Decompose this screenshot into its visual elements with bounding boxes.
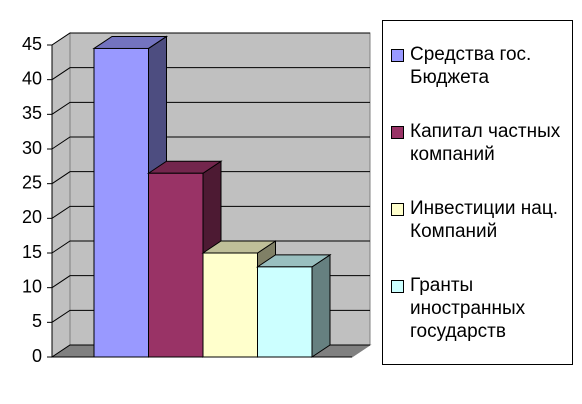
legend-entry: Инвестиции нац. Компаний <box>391 197 568 243</box>
y-tick-label: 5 <box>32 311 42 331</box>
side-wall <box>51 32 71 358</box>
y-tick-label: 35 <box>22 103 42 123</box>
bar-front <box>202 252 258 358</box>
legend-swatch <box>391 202 404 216</box>
grid-line <box>51 205 370 219</box>
legend-swatch <box>391 48 404 62</box>
y-tick-label: 20 <box>22 207 42 227</box>
legend-swatch <box>391 125 404 139</box>
grid-line <box>51 67 370 81</box>
legend-label: Средства гос. Бюджета <box>410 43 532 88</box>
grid-line <box>51 32 370 46</box>
legend-label: Капитал частных компаний <box>410 120 561 165</box>
y-tick-label: 45 <box>22 34 42 54</box>
bar <box>255 253 332 358</box>
y-tick-label: 25 <box>22 172 42 192</box>
grid-line <box>51 101 370 115</box>
legend: Средства гос. Бюджета Капитал частных ком… <box>382 20 573 365</box>
grid-line <box>51 171 370 185</box>
y-tick-label: 10 <box>22 276 42 296</box>
y-tick-label: 40 <box>22 68 42 88</box>
y-tick-label: 0 <box>32 346 42 366</box>
legend-entry: Средства гос. Бюджета <box>391 43 568 89</box>
bar-front <box>93 47 149 358</box>
plot-area: 0 5 10 15 20 25 30 35 40 45 <box>22 32 372 366</box>
legend-entry: Капитал частных компаний <box>391 120 568 166</box>
legend-swatch <box>391 279 404 293</box>
legend-entry: Гранты иностранных государств <box>391 274 568 343</box>
y-tick-label: 30 <box>22 138 42 158</box>
bar-front <box>148 172 204 358</box>
grid-line <box>51 136 370 150</box>
y-tick-label: 15 <box>22 242 42 262</box>
bar-side <box>311 253 331 358</box>
legend-label: Инвестиции нац. Компаний <box>410 197 559 242</box>
legend-label: Гранты иностранных государств <box>410 274 526 342</box>
bar-front <box>257 266 313 358</box>
